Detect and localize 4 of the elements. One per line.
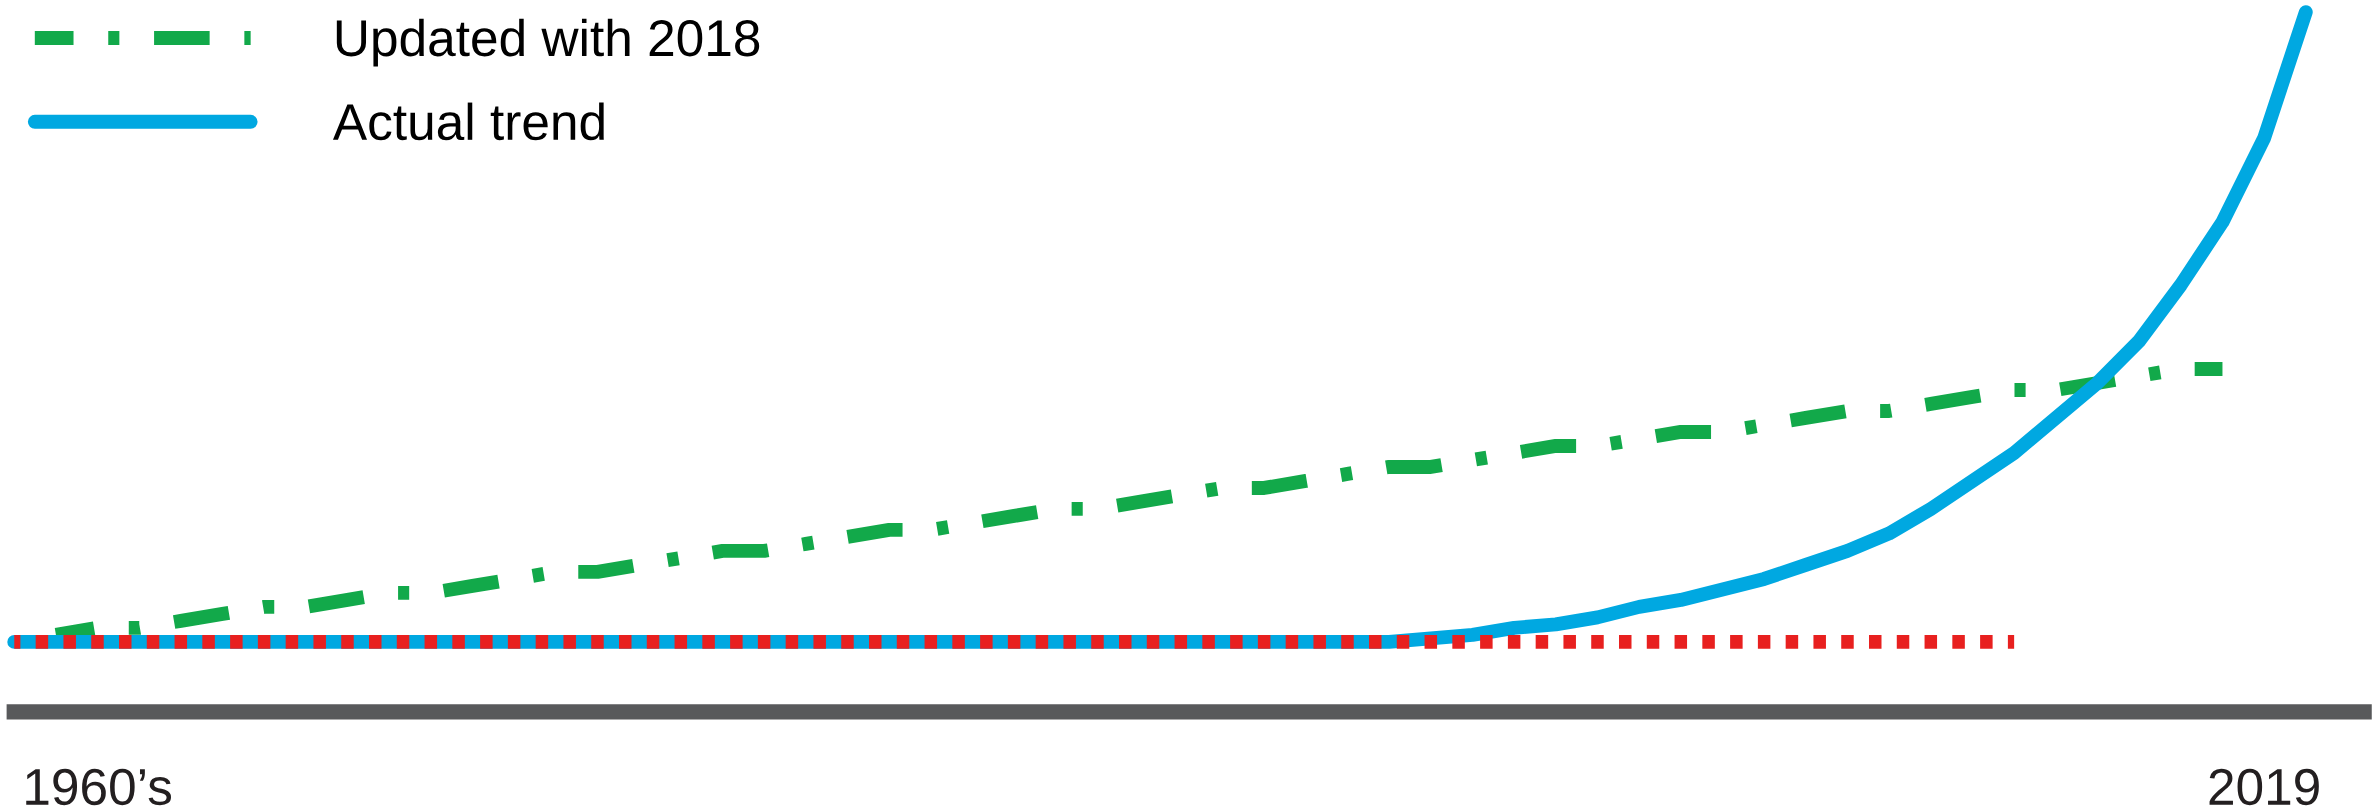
legend-label: Updated with 2018: [336, 18, 760, 67]
legend-label: Actual trend: [332, 102, 604, 141]
x-tick-label: 2019: [2209, 768, 2319, 806]
x-tick-label: 1960’s: [26, 768, 171, 806]
